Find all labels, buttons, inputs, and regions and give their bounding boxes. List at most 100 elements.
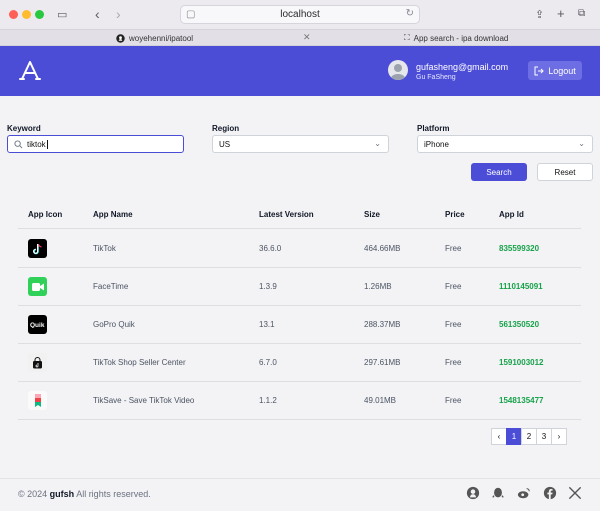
reload-icon[interactable]: ↻: [405, 8, 414, 19]
tab-label: App search - ipa download: [413, 33, 509, 43]
app-id-link[interactable]: 561350520: [499, 320, 540, 329]
page-button[interactable]: 3: [536, 428, 552, 445]
app-size: 288.37MB: [364, 320, 401, 329]
table-row[interactable]: TikTok Shop Seller Center 6.7.0 297.61MB…: [18, 343, 581, 381]
svg-text:Quik: Quik: [30, 322, 45, 328]
column-header-app-id: App Id: [499, 210, 524, 219]
forward-icon[interactable]: ›: [116, 6, 121, 22]
chevron-down-icon: ⌄: [578, 139, 585, 148]
share-icon[interactable]: ⇪: [535, 9, 545, 21]
app-price: Free: [445, 396, 462, 405]
pagination: ‹ 1 2 3 ›: [491, 428, 567, 445]
sidebar-toggle-icon[interactable]: ▭: [57, 9, 68, 21]
app-name: FaceTime: [93, 282, 129, 291]
minimize-window-button[interactable]: [22, 10, 31, 19]
platform-label: Platform: [417, 124, 450, 133]
copyright-rights: All rights reserved.: [76, 489, 151, 499]
github-icon: [116, 33, 125, 43]
tab-overview-icon[interactable]: ⧉: [578, 8, 586, 19]
table-row[interactable]: Quik GoPro Quik 13.1 288.37MB Free 56135…: [18, 305, 581, 343]
gopro-quik-icon: Quik: [28, 315, 47, 334]
app-price: Free: [445, 320, 462, 329]
app-size: 49.01MB: [364, 396, 397, 405]
new-tab-icon[interactable]: +: [557, 6, 565, 21]
page-button[interactable]: 2: [521, 428, 537, 445]
page-button[interactable]: 1: [506, 428, 522, 445]
copyright: © 2024 gufsh All rights reserved.: [18, 489, 151, 499]
search-button[interactable]: Search: [471, 163, 527, 181]
region-select[interactable]: US ⌄: [212, 135, 389, 153]
browser-toolbar: ▭ ‹ › ▢ localhost ↻ ⇪ + ⧉: [0, 0, 600, 30]
column-header-app-icon: App Icon: [28, 210, 63, 219]
user-name: Gu FaSheng: [416, 74, 456, 81]
region-value: US: [219, 139, 231, 149]
column-header-price: Price: [445, 210, 465, 219]
tab-ipatool[interactable]: woyehenni/ipatool: [116, 30, 193, 46]
page-icon: ▢: [186, 9, 196, 20]
row-divider: [18, 419, 581, 420]
app-name: TikTok: [93, 244, 116, 253]
user-email: gufasheng@gmail.com: [416, 62, 509, 72]
brand-name: gufsh: [49, 489, 75, 499]
app-id-link[interactable]: 1591003012: [499, 358, 544, 367]
close-tab-icon[interactable]: ✕: [303, 32, 311, 42]
footer-divider: [0, 478, 600, 479]
previous-page-button[interactable]: ‹: [491, 428, 507, 445]
app-price: Free: [445, 358, 462, 367]
x-icon[interactable]: [568, 486, 582, 500]
url-text: localhost: [280, 9, 320, 20]
text-cursor: [46, 139, 48, 149]
keyword-value: tiktok: [27, 139, 46, 149]
app-size: 464.66MB: [364, 244, 401, 253]
keyword-input[interactable]: tiktok: [7, 135, 184, 153]
maximize-window-button[interactable]: [35, 10, 44, 19]
app-name: GoPro Quik: [93, 320, 135, 329]
app-id-link[interactable]: 1110145091: [499, 282, 543, 291]
app-header: gufasheng@gmail.com Gu FaSheng Logout: [0, 46, 600, 96]
facetime-icon: [28, 277, 47, 296]
region-label: Region: [212, 124, 240, 133]
app-id-link[interactable]: 1548135477: [499, 396, 544, 405]
github-icon[interactable]: [466, 486, 480, 500]
logout-button[interactable]: Logout: [528, 61, 582, 80]
site-icon: ⛶: [404, 33, 410, 42]
next-page-button[interactable]: ›: [551, 428, 567, 445]
app-version: 6.7.0: [259, 358, 277, 367]
table-header-divider: [18, 228, 581, 229]
tab-label: woyehenni/ipatool: [129, 33, 194, 43]
platform-select[interactable]: iPhone ⌄: [417, 135, 593, 153]
app-price: Free: [445, 244, 462, 253]
app-version: 1.3.9: [259, 282, 277, 291]
column-header-size: Size: [364, 210, 381, 219]
row-divider: [18, 305, 581, 306]
app-store-logo-icon[interactable]: [18, 60, 42, 82]
app-name: TikSave - Save TikTok Video: [93, 396, 195, 405]
app-version: 1.1.2: [259, 396, 277, 405]
tab-bar: woyehenni/ipatool ✕ ⛶ App search - ipa d…: [0, 30, 600, 46]
close-window-button[interactable]: [9, 10, 18, 19]
app-version: 13.1: [259, 320, 275, 329]
avatar[interactable]: [388, 60, 408, 80]
user-avatar-icon: [390, 64, 406, 80]
table-row[interactable]: TikSave - Save TikTok Video 1.1.2 49.01M…: [18, 381, 581, 419]
tab-app-search[interactable]: ⛶ App search - ipa download: [404, 30, 508, 46]
search-icon: [14, 139, 23, 148]
table-row[interactable]: FaceTime 1.3.9 1.26MB Free 1110145091: [18, 267, 581, 305]
tiktok-shop-icon: [28, 353, 47, 372]
qq-icon[interactable]: [491, 486, 505, 500]
keyword-label: Keyword: [7, 124, 41, 133]
table-row[interactable]: TikTok 36.6.0 464.66MB Free 835599320: [18, 229, 581, 267]
app-name: TikTok Shop Seller Center: [93, 358, 186, 367]
app-size: 297.61MB: [364, 358, 401, 367]
logout-label: Logout: [548, 65, 576, 76]
app-version: 36.6.0: [259, 244, 282, 253]
facebook-icon[interactable]: [543, 486, 557, 500]
app-size: 1.26MB: [364, 282, 392, 291]
reset-button[interactable]: Reset: [537, 163, 593, 181]
back-icon[interactable]: ‹: [95, 6, 100, 22]
tiktok-icon: [28, 239, 47, 258]
weibo-icon[interactable]: [517, 486, 531, 500]
address-bar[interactable]: ▢ localhost ↻: [180, 5, 420, 24]
row-divider: [18, 381, 581, 382]
app-id-link[interactable]: 835599320: [499, 244, 540, 253]
